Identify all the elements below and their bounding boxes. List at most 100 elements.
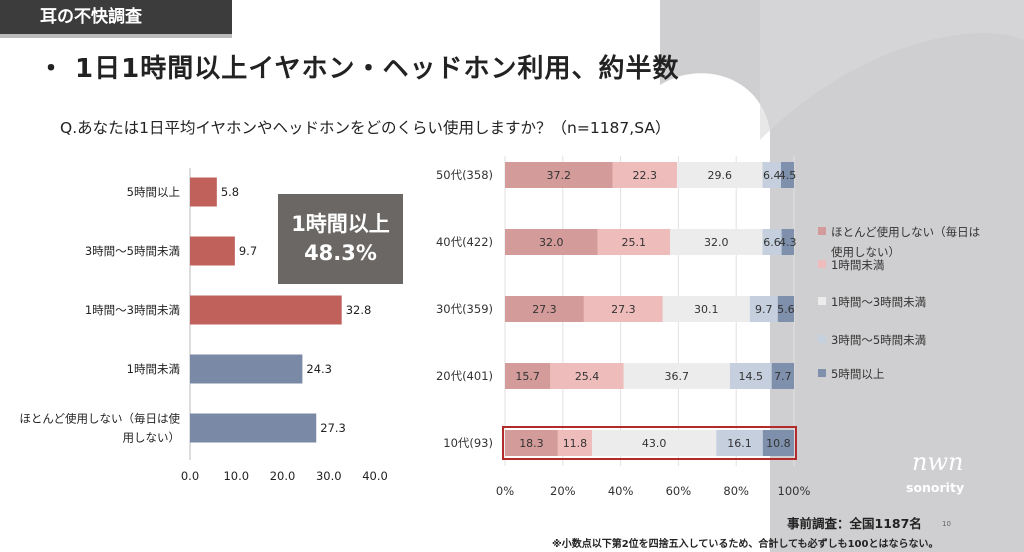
legend-swatch (818, 297, 826, 305)
segment-value-label: 9.7 (755, 303, 773, 316)
x-tick-label: 60% (666, 484, 692, 496)
age-category-label: 10代(93) (443, 436, 493, 450)
category-label: 用しない） (123, 431, 181, 445)
stacked-segment (557, 430, 592, 456)
x-tick-label: 30.0 (316, 469, 342, 483)
stacked-segment (762, 162, 781, 188)
age-stacked-chart: 37.2 22.3 29.6 6.44.5 50代(358) 32.0 25.1 32.0 6.… (436, 156, 980, 496)
page-headline: ・ 1日1時間以上イヤホン・ヘッドホン利用、約半数 (38, 54, 680, 84)
page-number: 10 (942, 520, 951, 528)
stacked-segment (597, 229, 671, 255)
rounding-note: ※小数点以下第2位を四捨五入しているため、合計しても必ずしも100とはならない。 (552, 539, 939, 550)
segment-value-label: 18.3 (519, 437, 544, 450)
category-label: 5時間以上 (127, 185, 180, 199)
section-tag: 耳の不快調査 (0, 0, 232, 34)
stacked-segment (591, 430, 717, 456)
x-tick-label: 0% (496, 484, 514, 496)
stacked-segment (505, 430, 558, 456)
x-tick-label: 40% (608, 484, 634, 496)
age-category-label: 20代(401) (436, 369, 493, 383)
segment-value-label: 16.1 (727, 437, 752, 450)
segment-value-label: 10.8 (766, 437, 791, 450)
legend-label: 使用しない） (831, 245, 900, 259)
segment-value-label: 37.2 (547, 169, 572, 182)
age-category-label: 50代(358) (436, 168, 493, 182)
bar (190, 295, 342, 325)
segment-value-label: 4.5 (779, 169, 797, 182)
stacked-segment (583, 296, 663, 322)
bar (190, 413, 317, 443)
stacked-segment (716, 430, 763, 456)
bar-value-label: 24.3 (306, 362, 332, 376)
legend-swatch (818, 227, 826, 235)
stacked-segment (762, 430, 794, 456)
legend-swatch (818, 335, 826, 343)
stacked-segment (749, 296, 778, 322)
segment-value-label: 22.3 (632, 169, 657, 182)
brand-name: sonority (906, 480, 965, 495)
callout-box: 1時間以上 48.3% (278, 194, 403, 284)
legend-label: 3時間〜5時間未満 (831, 333, 926, 347)
segment-value-label: 25.4 (575, 370, 600, 383)
callout-line1: 1時間以上 (291, 212, 390, 236)
bar-value-label: 5.8 (221, 185, 239, 199)
x-tick-label: 10.0 (223, 469, 249, 483)
category-label: 3時間〜5時間未満 (85, 244, 180, 258)
segment-value-label: 11.8 (563, 437, 588, 450)
segment-value-label: 5.6 (777, 303, 795, 316)
segment-value-label: 36.7 (665, 370, 690, 383)
segment-value-label: 14.5 (739, 370, 764, 383)
stacked-segment (662, 296, 750, 322)
legend-label: ほとんど使用しない（毎日は (831, 225, 980, 239)
stacked-segment (505, 162, 613, 188)
survey-summary: 事前調査：全国1187名 (787, 516, 922, 531)
x-tick-label: 0.0 (181, 469, 199, 483)
brand-logo: nwn (912, 448, 964, 476)
age-category-label: 30代(359) (436, 302, 493, 316)
section-tag-underline (0, 34, 232, 38)
legend-label: 5時間以上 (831, 367, 884, 381)
segment-value-label: 15.7 (515, 370, 540, 383)
callout-line2: 48.3% (304, 241, 377, 265)
survey-question: Q.あなたは1日平均イヤホンやヘッドホンをどのくらい使用しますか？（n=1187… (60, 119, 671, 137)
x-tick-label: 20% (550, 484, 576, 496)
segment-value-label: 32.0 (704, 236, 729, 249)
x-tick-label: 20.0 (270, 469, 296, 483)
stacked-segment (781, 229, 794, 255)
segment-value-label: 6.4 (763, 169, 781, 182)
x-tick-label: 40.0 (362, 469, 388, 483)
legend-label: 1時間〜3時間未満 (831, 295, 926, 309)
segment-value-label: 4.3 (779, 236, 797, 249)
segment-value-label: 7.7 (774, 370, 792, 383)
legend-swatch (818, 369, 826, 377)
bar-value-label: 9.7 (239, 244, 257, 258)
bar (190, 177, 217, 207)
stacked-segment (612, 162, 677, 188)
x-tick-label: 80% (723, 484, 749, 496)
stacked-segment (777, 296, 794, 322)
segment-value-label: 6.6 (763, 236, 781, 249)
legend-label: 1時間未満 (831, 258, 884, 272)
segment-value-label: 30.1 (694, 303, 719, 316)
category-label: 1時間未満 (127, 362, 180, 376)
stacked-segment (676, 162, 763, 188)
category-label: 1時間〜3時間未満 (85, 303, 180, 317)
age-category-label: 40代(422) (436, 235, 493, 249)
highlight-frame (502, 426, 797, 460)
bar-value-label: 27.3 (320, 421, 346, 435)
stacked-segment (780, 162, 794, 188)
bar (190, 354, 303, 384)
segment-value-label: 43.0 (642, 437, 667, 450)
segment-value-label: 27.3 (532, 303, 557, 316)
stacked-segment (729, 363, 772, 389)
stacked-segment (550, 363, 624, 389)
segment-value-label: 29.6 (707, 169, 732, 182)
segment-value-label: 27.3 (611, 303, 636, 316)
segment-value-label: 32.0 (539, 236, 564, 249)
category-label: ほとんど使用しない（毎日は使 (19, 412, 180, 426)
x-tick-label: 100% (778, 484, 811, 496)
stacked-segment (505, 229, 598, 255)
stacked-segment (762, 229, 782, 255)
segment-value-label: 25.1 (621, 236, 646, 249)
stacked-segment (623, 363, 730, 389)
